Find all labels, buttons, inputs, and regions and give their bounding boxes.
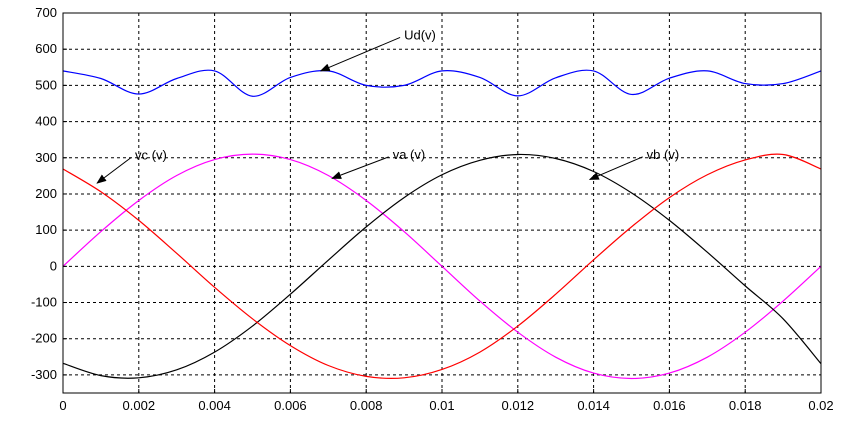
x-tick-label: 0.012 (502, 398, 535, 413)
y-tick-label: -300 (31, 367, 57, 382)
y-tick-label: -200 (31, 331, 57, 346)
y-tick-label: 600 (35, 41, 57, 56)
y-tick-label: 100 (35, 222, 57, 237)
y-tick-label: 0 (50, 258, 57, 273)
y-tick-label: 500 (35, 77, 57, 92)
annotation-label: Ud(v) (404, 27, 436, 42)
series-line-ud-v (62, 69, 822, 97)
y-tick-label: 700 (35, 5, 57, 20)
x-tick-label: 0.01 (429, 398, 454, 413)
annotation-arrow (588, 156, 643, 180)
annotation-arrow (319, 36, 401, 72)
grid (63, 13, 821, 393)
annotation-arrow (96, 157, 132, 184)
y-tick-label: -100 (31, 295, 57, 310)
y-tick-label: 300 (35, 150, 57, 165)
series-line-vc-v (62, 153, 822, 379)
x-tick-label: 0.02 (808, 398, 833, 413)
x-tick-label: 0.002 (123, 398, 156, 413)
series-line-va-v (62, 153, 822, 380)
x-tick-label: 0.008 (350, 398, 383, 413)
annotation-arrow (331, 156, 389, 179)
x-tick-label: 0 (59, 398, 66, 413)
x-tick-label: 0.018 (729, 398, 762, 413)
annotation-label: va (v) (393, 147, 426, 162)
x-tick-label: 0.006 (274, 398, 307, 413)
annotation-label: vb (v) (647, 147, 680, 162)
y-tick-label: 200 (35, 186, 57, 201)
plot-background (63, 13, 821, 393)
axis-ticks: 0 0.002 0.004 0.006 0.008 0.01 0.012 0.014 0.016… (31, 5, 834, 413)
x-tick-label: 0.004 (198, 398, 231, 413)
series-line-vb-v (62, 153, 822, 379)
annotations: Ud(v) vc (v) va (v) vb (v) (96, 27, 680, 184)
x-tick-label: 0.016 (653, 398, 686, 413)
series-lines (62, 69, 822, 380)
x-tick-label: 0.014 (577, 398, 610, 413)
annotation-label: vc (v) (135, 148, 167, 163)
y-tick-label: 400 (35, 114, 57, 129)
